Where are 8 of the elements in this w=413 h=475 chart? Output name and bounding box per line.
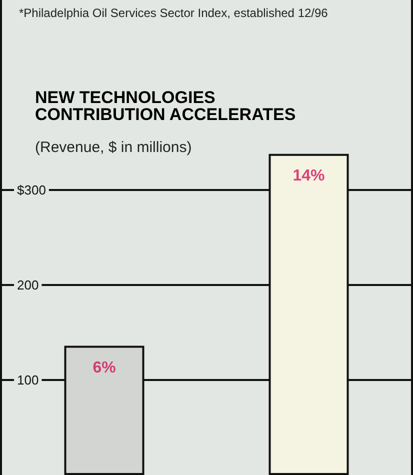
- text: NEW TECHNOLOGIES CONTRIBUTION ACCELERATES: [35, 88, 296, 124]
- annotation: 6%: [92, 359, 116, 376]
- y-tick-label: 200: [17, 278, 39, 292]
- y-tick-label: $300: [17, 182, 46, 198]
- y-tick-label: 100: [17, 372, 39, 388]
- annotation: 14%: [292, 167, 325, 184]
- text: (Revenue, $ in millions): [35, 139, 192, 156]
- annotation: *Philadelphia Oil Services Sector Index, established 12/96: [19, 6, 328, 20]
